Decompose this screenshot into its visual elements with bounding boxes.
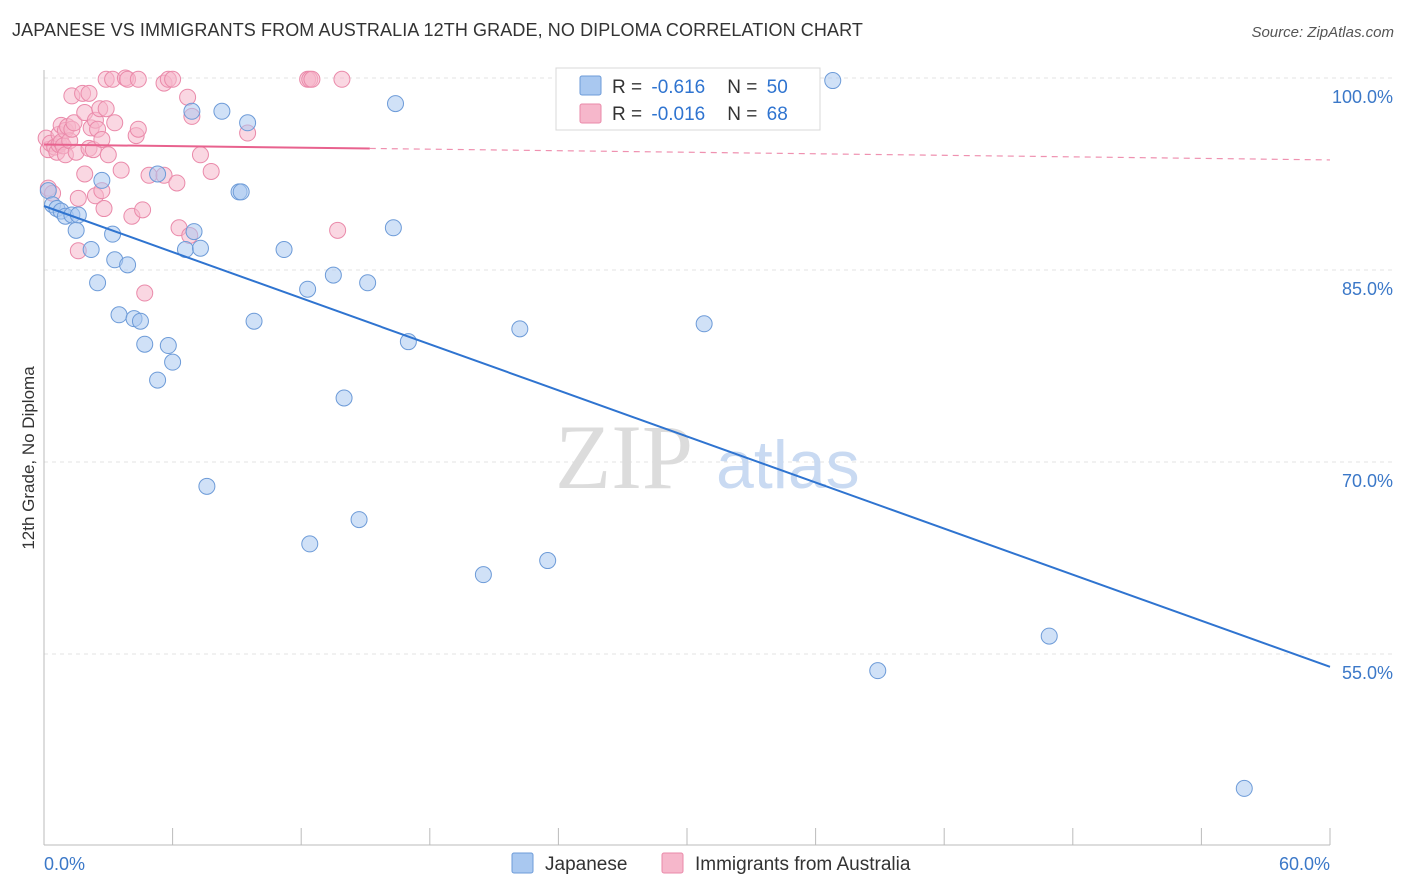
- australia-point-61: [202, 162, 220, 180]
- x-ticks: [43, 828, 1331, 845]
- correlation-legend: R = -0.616 N = 50 R = -0.016 N = 68: [555, 67, 821, 131]
- australia-point-67: [333, 70, 351, 88]
- legend-row-1: R = -0.616 N = 50: [612, 77, 788, 98]
- japanese-point-40: [387, 95, 405, 113]
- watermark-zip: ZIP: [555, 406, 693, 508]
- x-tick-label-1: 60.0%: [1279, 854, 1330, 874]
- x-tick-label-0: 0.0%: [44, 854, 85, 874]
- australia-point-48: [134, 201, 152, 219]
- y-tick-label-2: 70.0%: [1342, 471, 1393, 491]
- japanese-point-33: [299, 280, 317, 298]
- legend-r-label-2: R =: [612, 104, 647, 125]
- chart-source: Source: ZipAtlas.com: [1251, 24, 1394, 41]
- japanese-point-13: [119, 256, 137, 274]
- australia-point-46: [129, 120, 147, 138]
- australia-point-65: [303, 70, 321, 88]
- japanese-point-46: [824, 72, 842, 90]
- y-tick-label-1: 85.0%: [1342, 279, 1393, 299]
- legend-swatch-australia: [579, 103, 602, 124]
- legend-r-value-2: -0.016: [651, 104, 705, 125]
- australia-point-36: [97, 100, 115, 118]
- australia-point-66: [329, 221, 347, 239]
- legend-n-value-2: 68: [767, 104, 788, 125]
- legend-swatch-japanese: [579, 75, 602, 96]
- japanese-point-7: [67, 221, 85, 239]
- japanese-point-21: [164, 353, 182, 371]
- legend-r-value-1: -0.616: [651, 77, 705, 98]
- australia-trend-line-solid: [43, 143, 370, 150]
- japanese-point-20: [159, 337, 177, 355]
- y-tick-label-0: 100.0%: [1332, 87, 1393, 107]
- legend-n-label-1: N =: [727, 77, 762, 98]
- legend-r-label-1: R =: [612, 77, 647, 98]
- japanese-point-39: [384, 219, 402, 237]
- y-tick-labels: 100.0% 85.0% 70.0% 55.0%: [1332, 87, 1393, 683]
- y-axis-title: 12th Grade, No Diploma: [19, 366, 38, 550]
- australia-point-47: [129, 70, 147, 88]
- australia-point-49: [136, 284, 154, 302]
- australia-point-55: [168, 174, 186, 192]
- japanese-point-19: [149, 371, 167, 389]
- legend-row-2: R = -0.016 N = 68: [612, 104, 788, 125]
- australia-point-25: [80, 84, 98, 102]
- japanese-point-18: [149, 165, 167, 183]
- legend-n-value-1: 50: [767, 77, 788, 98]
- australia-point-18: [65, 114, 83, 132]
- australia-point-40: [106, 114, 124, 132]
- japanese-point-25: [183, 102, 201, 120]
- series-legend: Japanese Immigrants from Australia: [511, 852, 911, 875]
- japanese-point-27: [213, 102, 231, 120]
- japanese-point-26: [198, 477, 216, 495]
- australia-point-54: [164, 70, 182, 88]
- australia-point-57: [179, 88, 197, 106]
- bottom-legend-swatch-japanese: [511, 852, 534, 874]
- japanese-point-29: [232, 183, 250, 201]
- japanese-point-12: [93, 171, 111, 189]
- japanese-point-9: [89, 274, 107, 292]
- japanese-point-8: [82, 241, 100, 259]
- japanese-point-32: [275, 241, 293, 259]
- japanese-point-24: [191, 239, 209, 257]
- japanese-point-35: [324, 266, 342, 284]
- japanese-trend-line: [43, 205, 1331, 668]
- trend-lines: [43, 143, 1331, 668]
- japanese-point-49: [1235, 779, 1253, 797]
- japanese-point-23: [185, 223, 203, 241]
- japanese-point-47: [869, 662, 887, 680]
- japanese-point-14: [110, 306, 128, 324]
- japanese-point-43: [511, 320, 529, 338]
- japanese-point-45: [695, 315, 713, 333]
- japanese-point-42: [474, 566, 492, 584]
- australia-point-20: [69, 189, 87, 207]
- australia-point-60: [191, 146, 209, 164]
- bottom-legend-swatch-australia: [661, 852, 684, 874]
- japanese-point-37: [350, 511, 368, 529]
- chart-title: JAPANESE VS IMMIGRANTS FROM AUSTRALIA 12…: [12, 20, 863, 40]
- australia-point-41: [112, 161, 130, 179]
- japanese-point-30: [239, 114, 257, 132]
- australia-point-24: [76, 165, 94, 183]
- japanese-point-48: [1040, 627, 1058, 645]
- legend-n-label-2: N =: [727, 104, 762, 125]
- australia-point-38: [99, 146, 117, 164]
- japanese-point-44: [539, 552, 557, 570]
- grid-lines: [44, 77, 1392, 655]
- australia-point-33: [93, 130, 111, 148]
- australia-trend-line-dashed: [369, 147, 1331, 161]
- japanese-point-17: [136, 335, 154, 353]
- y-tick-label-3: 55.0%: [1342, 663, 1393, 683]
- japanese-points: [39, 72, 1253, 797]
- japanese-point-36: [335, 389, 353, 407]
- x-tick-labels: 0.0% 60.0%: [44, 854, 1330, 874]
- australia-point-35: [95, 200, 113, 218]
- bottom-legend-australia: Immigrants from Australia: [695, 854, 911, 875]
- japanese-point-31: [245, 312, 263, 330]
- japanese-point-34: [301, 535, 319, 553]
- japanese-point-0: [39, 182, 57, 200]
- japanese-point-16: [131, 312, 149, 330]
- japanese-point-38: [359, 274, 377, 292]
- bottom-legend-japanese: Japanese: [545, 854, 627, 875]
